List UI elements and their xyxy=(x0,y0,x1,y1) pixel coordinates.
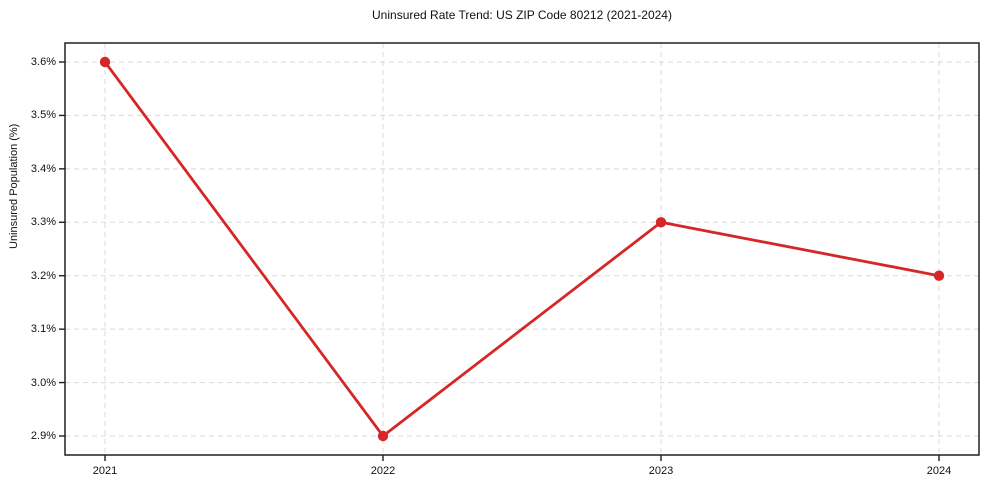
y-tick-label: 3.6% xyxy=(30,56,56,68)
x-tick-label: 2021 xyxy=(92,465,118,477)
y-tick-label: 3.3% xyxy=(30,216,56,229)
x-tick-label: 2022 xyxy=(370,465,396,477)
data-point-2021 xyxy=(99,56,111,68)
plot-border xyxy=(64,42,980,456)
trend-line xyxy=(103,60,941,438)
x-tick-label: 2024 xyxy=(926,465,952,477)
y-tick-label: 3.1% xyxy=(30,323,56,336)
y-tick-label: 3.2% xyxy=(30,269,56,282)
y-tick-label: 3.5% xyxy=(30,109,56,122)
y-tick-label: 3.4% xyxy=(30,162,56,175)
data-point-2024 xyxy=(933,270,945,281)
chart-title: Uninsured Rate Trend: US ZIP Code 80212 … xyxy=(372,8,672,22)
y-tick-label: 2.9% xyxy=(30,430,56,442)
data-point-2023 xyxy=(655,217,667,228)
y-tick-label: 3.0% xyxy=(30,376,56,389)
data-point-2022 xyxy=(377,430,389,442)
x-tick-label: 2023 xyxy=(648,465,674,477)
